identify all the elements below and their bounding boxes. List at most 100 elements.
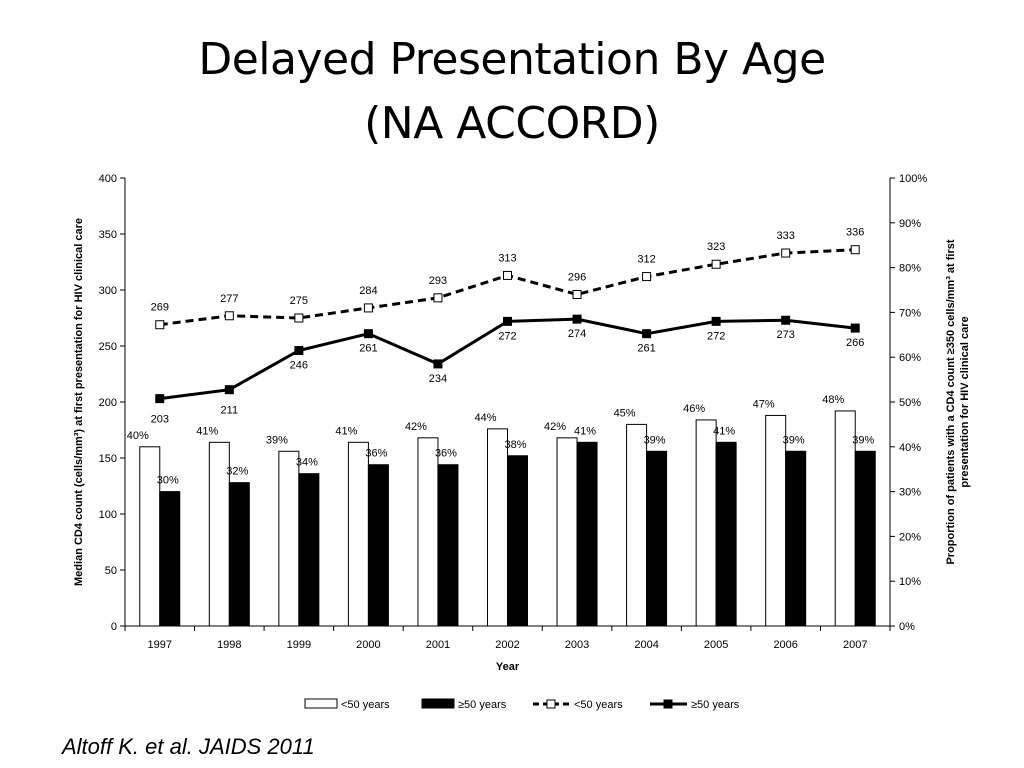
x-axis-tick-label: 2003 xyxy=(565,639,589,651)
right-axis-tick-label: 100% xyxy=(899,173,927,185)
bar-over50 xyxy=(576,441,598,627)
line-marker xyxy=(850,323,860,333)
right-axis-tick-label: 40% xyxy=(899,442,921,454)
line-data-label: 336 xyxy=(846,227,864,239)
citation: Altoff K. et al. JAIDS 2011 xyxy=(62,734,315,759)
line-marker xyxy=(155,320,165,330)
line-data-label: 333 xyxy=(777,230,795,242)
right-axis-tick-label: 80% xyxy=(899,263,921,275)
line-data-label: 284 xyxy=(359,285,377,297)
legend-label: ≥50 years xyxy=(691,699,740,711)
left-axis-tick-label: 400 xyxy=(99,173,117,185)
bar-under50 xyxy=(695,419,717,627)
line-data-label: 293 xyxy=(429,275,447,287)
right-axis-tick-label: 70% xyxy=(899,307,921,319)
legend-label: <50 years xyxy=(574,699,623,711)
line-data-label: 234 xyxy=(429,373,447,385)
chart-axes: 0 50 100 150 200 250 300 350 400 0% 10% 20% 30% 40% 50… xyxy=(73,173,971,673)
line-data-label: 274 xyxy=(568,328,586,340)
x-axis-tick-label: 1998 xyxy=(217,639,241,651)
left-axis-tick-label: 50 xyxy=(105,565,117,577)
bar-data-label: 39% xyxy=(783,434,805,446)
line-marker xyxy=(572,289,582,299)
line-data-label: 203 xyxy=(151,414,169,426)
right-axis-tick-label: 50% xyxy=(899,397,921,409)
bar-under50 xyxy=(765,414,787,627)
bar-over50 xyxy=(507,455,528,627)
legend-swatch-bar-over50 xyxy=(421,698,455,709)
bar-data-label: 36% xyxy=(365,448,387,460)
legend-label: ≥50 years xyxy=(458,699,507,711)
legend-label: <50 years xyxy=(341,699,390,711)
left-axis-tick-label: 200 xyxy=(99,397,117,409)
line-data-label: 261 xyxy=(637,343,655,355)
line-marker xyxy=(433,359,443,369)
x-axis-tick-label: 2004 xyxy=(634,639,658,651)
line-data-label: 246 xyxy=(290,359,308,371)
line-marker xyxy=(781,315,791,325)
line-marker xyxy=(572,314,582,324)
line-marker xyxy=(363,303,373,313)
line-marker xyxy=(711,316,721,326)
bar-data-label: 38% xyxy=(504,439,526,451)
bar-data-label: 34% xyxy=(296,457,318,469)
x-axis-tick-label: 2002 xyxy=(495,639,519,651)
line-marker xyxy=(503,316,512,326)
left-axis-tick-label: 250 xyxy=(99,341,117,353)
line-marker xyxy=(155,394,165,404)
line-data-label: 313 xyxy=(498,252,516,264)
x-axis-tick-label: 1999 xyxy=(287,639,311,651)
bar-data-label: 44% xyxy=(474,412,496,424)
right-axis-tick-label: 10% xyxy=(899,576,921,588)
x-axis-title: Year xyxy=(496,661,520,673)
bar-under50 xyxy=(417,437,439,627)
left-axis-title: Median CD4 count (cells/mm³) at first pr… xyxy=(73,218,85,586)
slide-title: Delayed Presentation By Age (NA ACCORD) xyxy=(0,28,1024,156)
line-marker xyxy=(294,345,304,355)
bar-over50 xyxy=(785,450,807,627)
x-axis-tick-label: 2000 xyxy=(356,639,380,651)
line-data-label: 277 xyxy=(220,293,238,305)
bar-under50 xyxy=(626,423,648,627)
line-marker xyxy=(642,272,652,282)
slide-title-line2: (NA ACCORD) xyxy=(364,98,660,149)
x-axis-tick-label: 2006 xyxy=(773,639,797,651)
bar-data-label: 42% xyxy=(405,421,427,433)
right-axis-title-line1: Proportion of patients with a CD4 count … xyxy=(945,239,957,564)
line-data-label: 266 xyxy=(846,337,864,349)
bar-data-label: 39% xyxy=(644,434,666,446)
right-axis-title-line2: presentation for HIV clinical care xyxy=(959,316,971,487)
chart-bars xyxy=(139,410,876,627)
line-marker xyxy=(433,293,443,303)
bar-under50 xyxy=(278,450,300,627)
line-marker xyxy=(642,329,652,339)
bar-data-label: 45% xyxy=(614,407,636,419)
x-axis-tick-label: 2005 xyxy=(704,639,728,651)
bar-data-label: 36% xyxy=(435,448,457,460)
chart-lines xyxy=(155,245,860,404)
bar-data-label: 41% xyxy=(713,425,735,437)
line-marker xyxy=(224,385,234,395)
chart-data-labels: 40% 41% 39% 41% 42% 44% 42% 45% 46% 47% 48% 30% 32% 3… xyxy=(127,227,875,487)
left-axis-tick-label: 150 xyxy=(99,453,117,465)
left-axis-tick-label: 0 xyxy=(111,621,117,633)
line-data-label: 296 xyxy=(568,271,586,283)
line-data-label: 275 xyxy=(290,295,308,307)
line-marker xyxy=(781,248,791,258)
right-axis-tick-label: 0% xyxy=(899,621,915,633)
line-data-label: 272 xyxy=(707,330,725,342)
bar-over50 xyxy=(298,473,320,627)
bar-data-label: 46% xyxy=(683,403,705,415)
left-axis-tick-label: 100 xyxy=(99,509,117,521)
left-axis-tick-label: 350 xyxy=(99,229,117,241)
right-axis-tick-label: 90% xyxy=(899,218,921,230)
left-axis-tick-label: 300 xyxy=(99,285,117,297)
right-axis-tick-label: 60% xyxy=(899,352,921,364)
line-marker xyxy=(224,311,234,321)
line-marker xyxy=(363,329,373,339)
bar-data-label: 32% xyxy=(226,466,248,478)
right-axis-tick-label: 20% xyxy=(899,531,921,543)
line-marker xyxy=(850,245,860,255)
bar-over50 xyxy=(159,491,181,627)
